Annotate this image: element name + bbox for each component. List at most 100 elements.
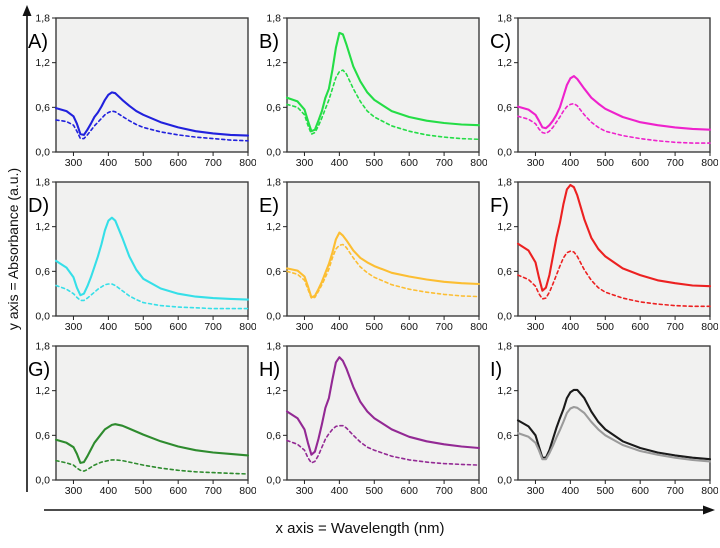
series-solid	[54, 216, 250, 301]
y-tick-label: 1,2	[35, 57, 50, 69]
plot-area	[55, 345, 249, 481]
x-tick-label: 600	[169, 157, 187, 168]
plot-area	[517, 345, 711, 481]
series-solid	[285, 31, 481, 133]
y-tick-label: 1,8	[266, 177, 281, 189]
series-dashed	[517, 102, 711, 144]
x-tick-label: 400	[100, 321, 118, 332]
y-tick-label: 1,2	[497, 221, 512, 233]
x-axis-arrow-head	[703, 505, 715, 515]
y-tick-label: 0,0	[266, 475, 281, 487]
y-tick-label: 0,0	[35, 311, 50, 323]
panel-letter: B)	[259, 31, 279, 53]
series-dashed	[286, 243, 480, 299]
x-tick-label: 700	[204, 485, 222, 496]
series-solid	[516, 75, 712, 131]
x-tick-label: 600	[400, 157, 418, 168]
series-solid-gray	[516, 405, 712, 463]
y-tick-label: 1,2	[266, 57, 281, 69]
y-tick-label: 0,0	[266, 311, 281, 323]
panels-grid: 0,0 0,6 1,2 1,8 300 400 500 600 700 800 A) 0,0 0,6 1,…	[26, 4, 719, 497]
x-tick-label: 800	[701, 485, 718, 496]
y-tick-label: 1,2	[35, 385, 50, 397]
y-tick-label: 1,2	[497, 57, 512, 69]
panel-A: 0,0 0,6 1,2 1,8 300 400 500 600 700 800 A)	[28, 13, 256, 169]
y-tick-label: 0,6	[266, 430, 281, 442]
y-tick-label: 1,2	[497, 385, 512, 397]
x-tick-label: 600	[631, 321, 649, 332]
series-solid	[54, 423, 250, 464]
x-tick-label: 400	[562, 485, 580, 496]
panel-letter: D)	[28, 195, 49, 217]
x-tick-label: 500	[597, 157, 615, 168]
x-tick-label: 600	[169, 321, 187, 332]
x-tick-label: 500	[366, 321, 384, 332]
y-tick-label: 0,6	[497, 102, 512, 114]
x-tick-label: 300	[527, 157, 545, 168]
y-tick-label: 1,8	[497, 13, 512, 25]
x-tick-label: 600	[631, 485, 649, 496]
y-tick-label: 1,8	[266, 341, 281, 353]
x-tick-label: 400	[100, 157, 118, 168]
x-tick-label: 800	[701, 157, 718, 168]
x-tick-label: 700	[204, 321, 222, 332]
panel-H: 0,0 0,6 1,2 1,8 300 400 500 600 700 800 H)	[259, 341, 487, 497]
y-tick-label: 0,0	[35, 147, 50, 159]
x-tick-label: 400	[562, 157, 580, 168]
panel-letter: F)	[490, 195, 509, 217]
panel-letter: I)	[490, 359, 502, 381]
x-tick-label: 500	[366, 157, 384, 168]
panel-letter: E)	[259, 195, 279, 217]
panel-letter: G)	[28, 359, 50, 381]
x-tick-label: 700	[666, 321, 684, 332]
x-tick-label: 500	[135, 321, 153, 332]
y-tick-label: 1,8	[497, 341, 512, 353]
x-tick-label: 500	[366, 485, 384, 496]
plot-area	[55, 181, 249, 317]
y-tick-label: 1,8	[35, 13, 50, 25]
y-tick-label: 0,6	[497, 430, 512, 442]
x-tick-label: 700	[435, 157, 453, 168]
x-axis-arrow	[44, 505, 715, 515]
x-tick-label: 800	[239, 321, 256, 332]
y-tick-label: 0,0	[497, 475, 512, 487]
y-tick-label: 1,2	[35, 221, 50, 233]
y-axis-arrow-head	[22, 5, 32, 16]
y-tick-label: 0,6	[35, 266, 50, 278]
y-tick-label: 0,0	[497, 147, 512, 159]
y-tick-label: 0,0	[266, 147, 281, 159]
x-tick-label: 600	[169, 485, 187, 496]
x-tick-label: 700	[435, 321, 453, 332]
x-tick-label: 500	[135, 157, 153, 168]
series-dashed	[55, 110, 249, 142]
series-dashed	[517, 250, 711, 308]
x-tick-label: 300	[296, 321, 314, 332]
x-tick-label: 700	[666, 157, 684, 168]
plot-area	[517, 181, 711, 317]
x-tick-label: 500	[597, 485, 615, 496]
panel-C: 0,0 0,6 1,2 1,8 300 400 500 600 700 800 C)	[490, 13, 718, 169]
y-tick-label: 0,6	[35, 102, 50, 114]
series-dashed	[55, 459, 249, 475]
x-tick-label: 800	[239, 157, 256, 168]
y-tick-label: 0,0	[497, 311, 512, 323]
y-tick-label: 1,8	[497, 177, 512, 189]
plot-area	[286, 17, 480, 153]
x-tick-label: 700	[204, 157, 222, 168]
x-axis-label: x axis = Wavelength (nm)	[275, 520, 445, 537]
x-tick-label: 800	[701, 321, 718, 332]
x-tick-label: 700	[435, 485, 453, 496]
x-tick-label: 600	[400, 485, 418, 496]
y-tick-label: 1,2	[266, 221, 281, 233]
y-tick-label: 1,8	[266, 13, 281, 25]
panel-E: 0,0 0,6 1,2 1,8 300 400 500 600 700 800 E)	[259, 177, 487, 333]
y-axis-arrow	[22, 5, 32, 492]
y-tick-label: 1,2	[266, 385, 281, 397]
panel-I: 0,0 0,6 1,2 1,8 300 400 500 600 700 800 I)	[490, 341, 718, 497]
x-tick-label: 300	[65, 321, 83, 332]
x-tick-label: 300	[296, 157, 314, 168]
x-tick-label: 300	[527, 485, 545, 496]
x-tick-label: 300	[65, 485, 83, 496]
x-tick-label: 400	[100, 485, 118, 496]
